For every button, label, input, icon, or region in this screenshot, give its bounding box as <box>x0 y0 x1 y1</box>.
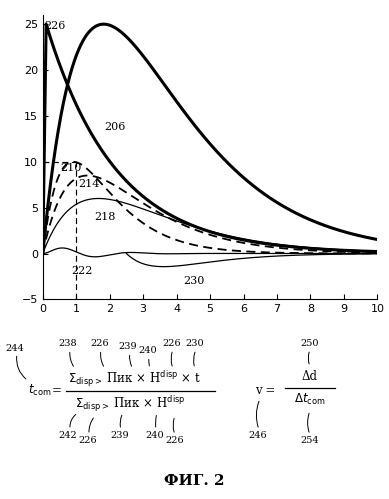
Text: 226: 226 <box>91 339 109 348</box>
Text: 214: 214 <box>78 180 99 190</box>
Text: 226: 226 <box>79 436 97 445</box>
Text: 242: 242 <box>59 431 77 440</box>
Text: 246: 246 <box>249 431 267 440</box>
Text: 250: 250 <box>301 339 319 348</box>
Text: 240: 240 <box>139 346 157 355</box>
Text: 230: 230 <box>183 276 205 286</box>
Text: 240: 240 <box>146 431 164 440</box>
Text: $\Delta t_{\rm com}$: $\Delta t_{\rm com}$ <box>294 392 326 407</box>
Text: 226: 226 <box>44 21 65 31</box>
Text: 238: 238 <box>59 339 77 348</box>
Text: $\Sigma_{\rm disp>}$ Пик × H$^{\rm disp}$: $\Sigma_{\rm disp>}$ Пик × H$^{\rm disp}… <box>75 394 186 414</box>
Text: $t_{\rm com}$: $t_{\rm com}$ <box>28 383 51 398</box>
Text: 206: 206 <box>105 122 126 132</box>
Text: =: = <box>52 384 62 397</box>
Text: 239: 239 <box>119 342 137 351</box>
Text: 226: 226 <box>163 339 181 348</box>
Text: 239: 239 <box>111 431 129 440</box>
Text: 210: 210 <box>60 163 82 173</box>
Text: ФИГ. 2: ФИГ. 2 <box>164 474 224 488</box>
Text: Δd: Δd <box>302 370 318 383</box>
Text: 230: 230 <box>186 339 204 348</box>
Text: 254: 254 <box>301 436 319 445</box>
Text: $\Sigma_{\rm disp>}$ Пик × H$^{\rm disp}$ × t: $\Sigma_{\rm disp>}$ Пик × H$^{\rm disp}… <box>68 369 201 389</box>
Text: v =: v = <box>255 384 275 397</box>
Text: 218: 218 <box>95 213 116 223</box>
Text: 222: 222 <box>71 265 93 276</box>
Text: 226: 226 <box>166 436 184 445</box>
Text: 244: 244 <box>5 344 25 353</box>
